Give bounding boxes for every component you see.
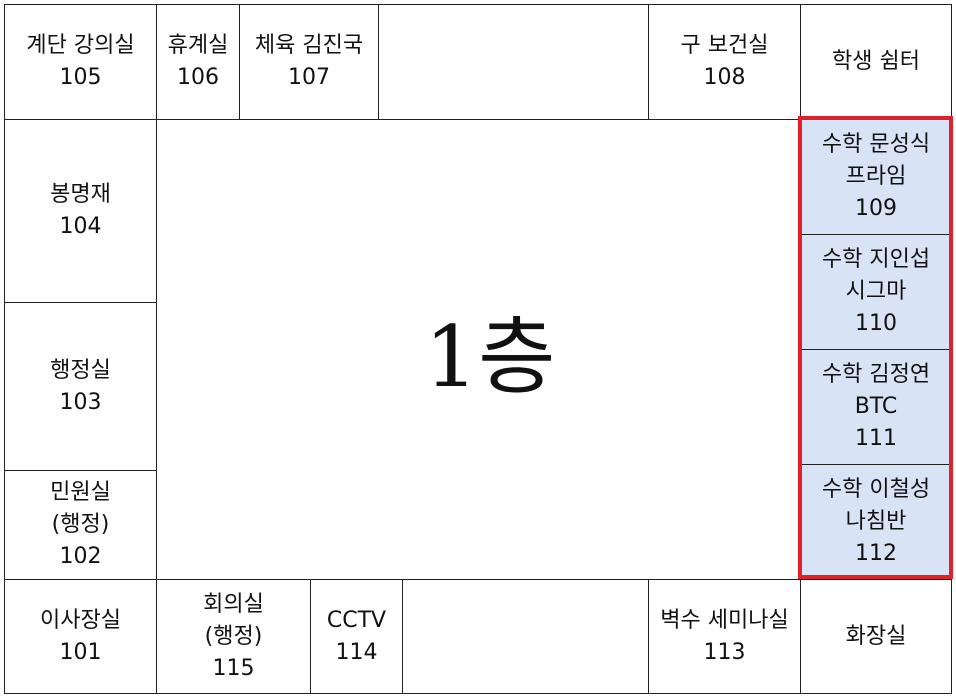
room-name: 휴계실	[167, 33, 229, 58]
room-104[interactable]: 봉명재 104	[4, 119, 157, 303]
floor-label: 1층	[424, 307, 556, 406]
room-name: 봉명재	[50, 182, 111, 207]
room-112[interactable]: 수학 이철성 나침반 112	[800, 464, 952, 580]
room-name: CCTV	[326, 607, 387, 633]
room-number: 113	[703, 639, 746, 665]
room-105[interactable]: 계단 강의실 105	[4, 4, 157, 120]
room-number: 106	[177, 65, 219, 90]
room-name: 벽수 세미나실	[660, 607, 789, 633]
room-name: 계단 강의실	[26, 33, 135, 58]
room-name: 화장실	[845, 623, 907, 649]
room-subtitle: 프라임	[845, 164, 907, 189]
room-name: 수학 문성식	[821, 132, 931, 157]
room-name: 구 보건실	[680, 33, 769, 58]
room-number: 112	[855, 541, 897, 566]
room-subtitle: (행정)	[51, 512, 110, 537]
room-108[interactable]: 구 보건실 108	[648, 4, 801, 120]
student-lounge[interactable]: 학생 쉼터	[800, 4, 952, 120]
room-number: 114	[335, 639, 378, 665]
room-number: 108	[703, 65, 746, 90]
room-114[interactable]: CCTV 114	[310, 579, 403, 694]
room-name: 회의실	[203, 591, 264, 617]
restroom[interactable]: 화장실	[800, 579, 952, 694]
room-number: 111	[855, 426, 897, 451]
room-number: 103	[59, 389, 102, 415]
room-name: 이사장실	[40, 607, 121, 633]
room-102[interactable]: 민원실 (행정) 102	[4, 470, 157, 580]
room-subtitle: BTC	[854, 394, 898, 419]
room-number: 105	[59, 65, 102, 90]
room-101[interactable]: 이사장실 101	[4, 579, 157, 694]
room-111[interactable]: 수학 김정연 BTC 111	[800, 349, 952, 465]
room-name: 민원실	[50, 480, 111, 505]
room-115[interactable]: 회의실 (행정) 115	[156, 579, 311, 694]
room-subtitle: 나침반	[845, 509, 907, 534]
room-name: 수학 지인섭	[821, 247, 931, 272]
room-110[interactable]: 수학 지인섭 시그마 110	[800, 234, 952, 350]
room-107[interactable]: 체육 김진국 107	[239, 4, 379, 120]
room-number: 110	[855, 311, 897, 336]
room-103[interactable]: 행정실 103	[4, 302, 157, 471]
room-number: 102	[59, 544, 102, 569]
room-113[interactable]: 벽수 세미나실 113	[648, 579, 801, 694]
room-109[interactable]: 수학 문성식 프라임 109	[800, 119, 952, 235]
room-name: 체육 김진국	[254, 33, 364, 58]
room-number: 107	[288, 65, 330, 90]
room-106[interactable]: 휴계실 106	[156, 4, 240, 120]
room-number: 115	[212, 655, 255, 681]
room-name: 수학 이철성	[821, 477, 931, 502]
room-subtitle: 시그마	[845, 279, 907, 304]
room-number: 101	[59, 639, 102, 665]
room-number: 104	[59, 214, 102, 239]
room-name: 행정실	[50, 357, 111, 383]
room-number: 109	[855, 196, 897, 221]
room-name: 학생 쉼터	[832, 49, 920, 74]
room-name: 수학 김정연	[821, 362, 931, 387]
room-subtitle: (행정)	[204, 623, 263, 649]
